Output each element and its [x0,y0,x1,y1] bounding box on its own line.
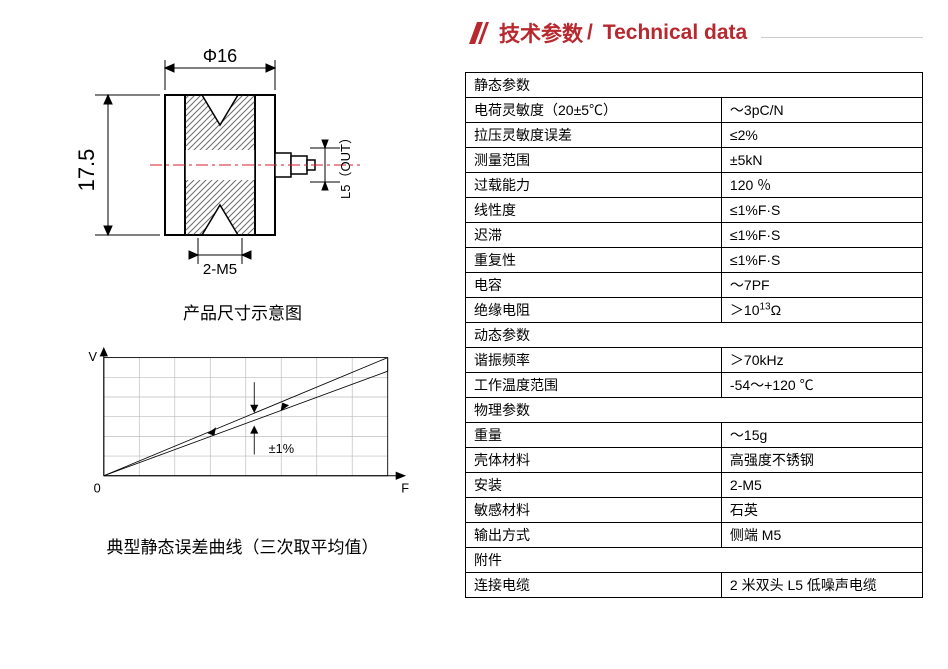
spec-value: 120 ％ [721,173,922,198]
spec-param: 测量范围 [466,148,722,173]
dim-thread: 2-M5 [203,261,237,278]
spec-row: 谐振频率＞70kHz [466,348,923,373]
spec-param: 重复性 [466,248,722,273]
spec-param: 过载能力 [466,173,722,198]
spec-row: 输出方式侧端 M5 [466,523,923,548]
y-axis-label: V [89,349,98,364]
spec-section-title: 静态参数 [466,73,923,98]
spec-value: ≤1%F·S [721,248,922,273]
spec-section-title: 物理参数 [466,398,923,423]
spec-row: 过载能力120 ％ [466,173,923,198]
origin-label: 0 [94,481,101,496]
spec-value: ～3pC/N [721,98,922,123]
spec-value: 石英 [721,498,922,523]
spec-row: 电容～7PF [466,273,923,298]
spec-value: 2 米双头 L5 低噪声电缆 [721,573,922,598]
spec-row: 工作温度范围-54～+120 ℃ [466,373,923,398]
spec-row: 迟滞≤1%F·S [466,223,923,248]
error-caption: 典型静态误差曲线（三次取平均值） [50,533,435,558]
dimension-drawing: Φ16 17.5 [50,30,390,280]
section-header: 技术参数 / Technical data [465,18,923,48]
spec-param: 连接电缆 [466,573,722,598]
spec-section-title: 附件 [466,548,923,573]
spec-row: 敏感材料石英 [466,498,923,523]
spec-section-title: 动态参数 [466,323,923,348]
spec-value: ≤2% [721,123,922,148]
spec-param: 迟滞 [466,223,722,248]
section-title-en: Technical data [603,21,747,45]
spec-param: 壳体材料 [466,448,722,473]
section-title-sep: / [587,21,593,45]
spec-param: 拉压灵敏度误差 [466,123,722,148]
accent-icon [465,22,489,44]
spec-param: 线性度 [466,198,722,223]
spec-value: 高强度不锈钢 [721,448,922,473]
spec-param: 电荷灵敏度（20±5℃） [466,98,722,123]
spec-row: 壳体材料高强度不锈钢 [466,448,923,473]
x-axis-label: F [401,481,409,496]
spec-value: ±5kN [721,148,922,173]
tol-label: ±1% [269,441,294,456]
spec-row: 重复性≤1%F·S [466,248,923,273]
spec-table: 静态参数电荷灵敏度（20±5℃）～3pC/N拉压灵敏度误差≤2%测量范围±5kN… [465,72,923,598]
spec-row: 安装2-M5 [466,473,923,498]
spec-param: 敏感材料 [466,498,722,523]
spec-row: 重量～15g [466,423,923,448]
spec-value: ＞70kHz [721,348,922,373]
spec-value: ≤1%F·S [721,223,922,248]
spec-value: ～7PF [721,273,922,298]
spec-param: 输出方式 [466,523,722,548]
spec-value: -54～+120 ℃ [721,373,922,398]
spec-value: ≤1%F·S [721,198,922,223]
dim-phi: Φ16 [203,46,237,66]
spec-param: 绝缘电阻 [466,298,722,323]
spec-row: 线性度≤1%F·S [466,198,923,223]
spec-param: 谐振频率 [466,348,722,373]
spec-row: 测量范围±5kN [466,148,923,173]
spec-row: 电荷灵敏度（20±5℃）～3pC/N [466,98,923,123]
spec-value: 2-M5 [721,473,922,498]
spec-value: ～15g [721,423,922,448]
spec-row: 绝缘电阻＞1013Ω [466,298,923,323]
spec-row: 拉压灵敏度误差≤2% [466,123,923,148]
spec-row: 连接电缆2 米双头 L5 低噪声电缆 [466,573,923,598]
spec-param: 电容 [466,273,722,298]
error-curve: ±1% V 0 F [50,344,450,514]
spec-param: 工作温度范围 [466,373,722,398]
spec-value: ＞1013Ω [721,298,922,323]
dim-caption: 产品尺寸示意图 [50,299,435,324]
section-title-zh: 技术参数 [499,18,583,48]
spec-value: 侧端 M5 [721,523,922,548]
dim-out: L5（OUT） [338,131,353,199]
dim-height: 17.5 [74,149,99,192]
spec-param: 安装 [466,473,722,498]
spec-param: 重量 [466,423,722,448]
